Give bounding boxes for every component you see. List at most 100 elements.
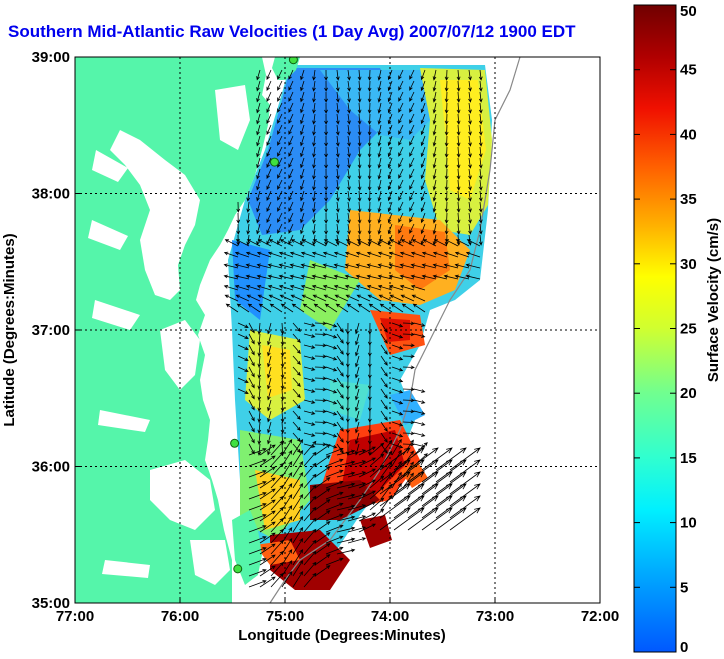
velocity-arrow <box>432 146 437 158</box>
velocity-arrow <box>478 91 483 103</box>
velocity-arrow <box>389 239 404 247</box>
velocity-arrow <box>312 239 327 247</box>
velocity-arrow <box>391 410 404 416</box>
velocity-arrow <box>409 201 415 212</box>
velocity-arrow <box>257 294 272 302</box>
velocity-arrow <box>402 439 414 456</box>
velocity-arrow <box>355 344 360 357</box>
velocity-arrow <box>256 201 261 213</box>
velocity-arrow <box>292 494 304 511</box>
map-plot-area <box>75 57 600 603</box>
velocity-arrow <box>369 486 385 500</box>
velocity-arrow <box>336 493 356 500</box>
velocity-arrow <box>303 539 317 555</box>
velocity-arrow <box>366 263 382 269</box>
velocity-arrow <box>409 179 415 190</box>
velocity-arrow <box>256 223 261 235</box>
velocity-arrow <box>303 399 316 404</box>
velocity-arrow <box>267 399 272 412</box>
velocity-arrow <box>335 212 340 224</box>
velocity-arrow <box>248 503 267 511</box>
velocity-arrow <box>346 303 360 313</box>
velocity-arrow <box>335 135 340 147</box>
velocity-arrow <box>248 459 267 467</box>
velocity-arrow <box>247 303 261 313</box>
velocity-arrow <box>402 420 415 425</box>
velocity-arrow <box>336 410 344 421</box>
velocity-arrow <box>454 263 470 269</box>
velocity-arrow <box>248 536 267 544</box>
velocity-arrow <box>421 507 453 531</box>
velocity-arrow <box>377 113 382 125</box>
velocity-arrow <box>336 333 344 344</box>
velocity-arrow <box>377 201 382 213</box>
velocity-arrow <box>325 333 338 339</box>
velocity-arrow <box>444 80 449 92</box>
velocity-arrow <box>324 157 328 169</box>
velocity-arrow <box>391 432 404 438</box>
velocity-arrow <box>279 239 294 247</box>
velocity-arrow <box>399 284 415 291</box>
velocity-arrow <box>358 479 377 489</box>
velocity-arrow <box>478 102 483 114</box>
velocity-arrow <box>391 388 404 394</box>
velocity-arrow <box>256 113 261 125</box>
velocity-arrow <box>398 113 404 124</box>
velocity-arrow <box>324 179 328 191</box>
velocity-arrow <box>292 366 301 377</box>
velocity-arrow <box>433 239 448 247</box>
velocity-arrow <box>413 421 426 426</box>
velocity-arrow <box>256 135 261 147</box>
velocity-arrow <box>259 466 276 478</box>
velocity-arrow <box>410 274 426 280</box>
velocity-arrow <box>256 80 261 92</box>
velocity-arrow <box>234 274 250 280</box>
velocity-arrow <box>288 223 294 234</box>
x-tick-label: 72:00 <box>581 608 619 625</box>
velocity-arrow <box>314 532 331 544</box>
velocity-arrow <box>449 483 481 507</box>
velocity-arrow <box>324 146 328 158</box>
velocity-arrow <box>267 366 272 379</box>
velocity-arrow <box>347 212 351 224</box>
velocity-arrow <box>303 344 316 349</box>
velocity-arrow <box>325 557 344 566</box>
velocity-arrow <box>387 201 393 213</box>
velocity-arrow <box>248 569 267 577</box>
colorbar-ramp <box>633 4 677 653</box>
velocity-arrow <box>368 303 382 313</box>
velocity-arrow <box>246 212 251 224</box>
velocity-arrow <box>335 201 340 213</box>
velocity-arrow <box>377 179 382 191</box>
velocity-arrow <box>432 113 437 125</box>
velocity-arrow <box>248 421 255 433</box>
velocity-arrow <box>256 102 261 114</box>
velocity-arrow <box>248 355 255 367</box>
velocity-arrow <box>303 322 316 327</box>
velocity-arrow <box>336 449 356 456</box>
velocity-arrow <box>444 157 449 169</box>
velocity-arrow <box>420 69 426 81</box>
velocity-arrow <box>257 322 262 335</box>
velocity-arrow <box>314 332 327 337</box>
velocity-arrow <box>267 388 272 401</box>
velocity-arrow <box>246 294 261 302</box>
velocity-arrow <box>267 355 272 368</box>
velocity-arrow <box>357 190 362 202</box>
velocity-arrow <box>409 80 415 91</box>
velocity-arrow <box>259 521 276 533</box>
velocity-arrow <box>402 365 415 370</box>
velocity-arrow <box>420 223 426 235</box>
velocity-arrow <box>281 560 293 577</box>
velocity-arrow <box>413 399 426 404</box>
velocity-arrow <box>456 223 461 235</box>
velocity-arrow <box>270 462 284 478</box>
velocity-arrow <box>313 303 327 313</box>
velocity-arrow <box>314 455 331 467</box>
velocity-arrow <box>347 201 351 213</box>
y-tick-label: 39:00 <box>32 49 70 66</box>
velocity-arrow <box>325 421 338 427</box>
velocity-arrow <box>324 80 328 92</box>
velocity-arrow <box>280 366 285 379</box>
velocity-arrow <box>256 251 272 258</box>
